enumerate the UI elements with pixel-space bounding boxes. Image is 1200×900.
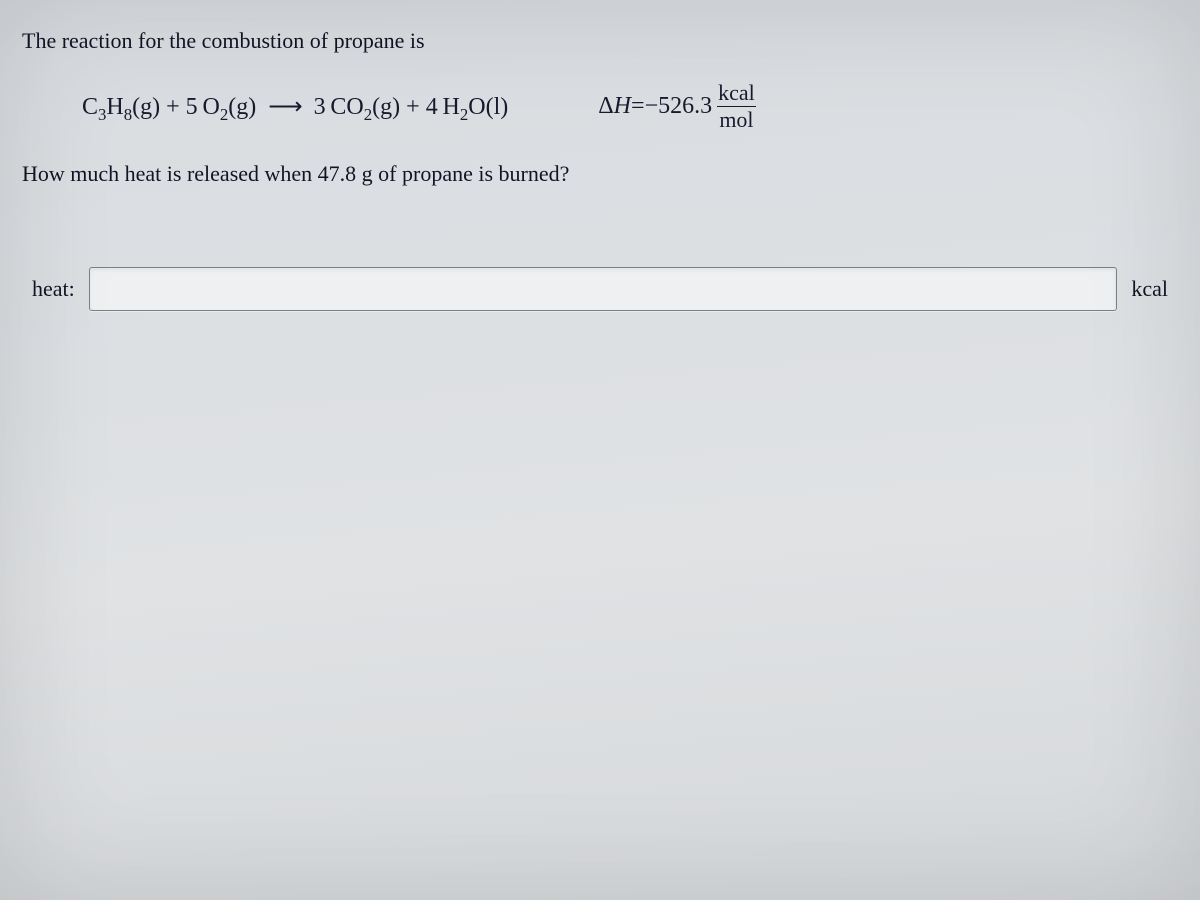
state-label: (g) — [132, 94, 160, 120]
subscript: 8 — [124, 105, 132, 124]
answer-label: heat: — [32, 276, 75, 302]
intro-text: The reaction for the combustion of propa… — [22, 28, 1178, 54]
answer-unit: kcal — [1131, 276, 1168, 302]
plus-sign: + — [166, 94, 186, 120]
heat-input[interactable] — [89, 267, 1118, 311]
plus-sign: + — [406, 94, 426, 120]
reactant-oxygen: O2(g) — [202, 94, 256, 120]
unit-fraction: kcal mol — [716, 82, 757, 131]
delta-h-value: −526.3 — [645, 93, 713, 120]
formula-part: O — [202, 94, 219, 120]
unit-numerator: kcal — [716, 82, 757, 106]
subscript: 2 — [364, 105, 372, 124]
answer-row: heat: kcal — [22, 267, 1178, 311]
formula-part: H — [106, 94, 123, 120]
formula-part: H — [443, 94, 460, 120]
formula-part: C — [82, 94, 98, 120]
equals-sign: = — [631, 93, 645, 120]
delta-h-expression: ΔH = −526.3 kcal mol — [598, 82, 757, 131]
chemical-equation: C3H8(g) + 5 O2(g) ⟶ 3 CO2(g) + 4 H2O(l) — [82, 92, 508, 121]
state-label: (g) — [372, 94, 400, 120]
unit-denominator: mol — [717, 106, 755, 131]
state-label: (l) — [486, 94, 509, 120]
coefficient: 4 — [426, 94, 438, 120]
equation-row: C3H8(g) + 5 O2(g) ⟶ 3 CO2(g) + 4 H2O(l) … — [22, 82, 1178, 131]
formula-part: O — [468, 94, 485, 120]
subscript: 2 — [460, 105, 468, 124]
delta-symbol: Δ — [598, 93, 613, 120]
reaction-arrow-icon: ⟶ — [262, 92, 307, 121]
subscript: 2 — [220, 105, 228, 124]
product-water: H2O(l) — [443, 94, 509, 120]
reactant-propane: C3H8(g) — [82, 94, 166, 120]
state-label: (g) — [228, 94, 256, 120]
coefficient: 5 — [186, 94, 198, 120]
question-text: How much heat is released when 47.8 g of… — [22, 161, 1178, 187]
formula-part: CO — [330, 94, 363, 120]
enthalpy-var: H — [614, 93, 631, 120]
coefficient: 3 — [314, 94, 326, 120]
product-co2: CO2(g) — [330, 94, 400, 120]
